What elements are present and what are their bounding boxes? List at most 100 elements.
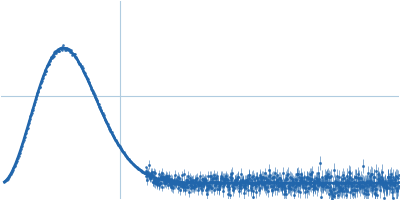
Point — [49, 56, 56, 59]
Point — [41, 72, 47, 76]
Point — [54, 48, 60, 51]
Point — [88, 88, 95, 91]
Point — [27, 114, 34, 118]
Point — [98, 109, 104, 112]
Point — [95, 102, 102, 105]
Point — [14, 157, 20, 160]
Point — [61, 46, 68, 49]
Point — [6, 175, 13, 178]
Point — [81, 71, 88, 74]
Point — [117, 146, 123, 149]
Point — [74, 57, 80, 60]
Point — [52, 50, 58, 53]
Point — [68, 48, 74, 52]
Point — [69, 53, 75, 56]
Point — [5, 176, 12, 179]
Point — [8, 172, 14, 175]
Point — [27, 118, 33, 121]
Point — [35, 90, 42, 93]
Point — [43, 69, 50, 72]
Point — [102, 117, 108, 120]
Point — [10, 168, 16, 172]
Point — [125, 157, 131, 160]
Point — [68, 50, 74, 53]
Point — [119, 149, 126, 153]
Point — [80, 69, 86, 72]
Point — [114, 141, 120, 145]
Point — [124, 156, 131, 159]
Point — [18, 146, 24, 149]
Point — [44, 65, 51, 68]
Point — [133, 166, 140, 169]
Point — [92, 97, 99, 100]
Point — [72, 53, 78, 56]
Point — [123, 154, 130, 158]
Point — [140, 170, 146, 173]
Point — [141, 171, 147, 174]
Point — [73, 55, 79, 58]
Point — [26, 119, 32, 123]
Point — [90, 92, 97, 95]
Point — [7, 174, 13, 177]
Point — [112, 138, 118, 142]
Point — [72, 55, 78, 59]
Point — [55, 47, 62, 50]
Point — [76, 62, 82, 65]
Point — [106, 128, 112, 131]
Point — [34, 92, 40, 95]
Point — [11, 166, 17, 169]
Point — [87, 86, 94, 89]
Point — [50, 54, 57, 58]
Point — [111, 136, 118, 139]
Point — [24, 128, 30, 131]
Point — [96, 105, 102, 108]
Point — [110, 133, 116, 136]
Point — [28, 113, 34, 117]
Point — [56, 49, 62, 52]
Point — [36, 87, 42, 90]
Point — [66, 49, 73, 52]
Point — [67, 51, 73, 54]
Point — [122, 154, 129, 157]
Point — [102, 118, 108, 122]
Point — [40, 77, 46, 80]
Point — [14, 159, 20, 162]
Point — [48, 56, 55, 59]
Point — [115, 143, 122, 147]
Point — [20, 141, 26, 144]
Point — [108, 131, 115, 134]
Point — [74, 59, 81, 62]
Point — [36, 85, 43, 89]
Point — [60, 44, 66, 47]
Point — [107, 128, 113, 131]
Point — [99, 112, 106, 115]
Point — [29, 109, 35, 112]
Point — [101, 116, 108, 119]
Point — [32, 100, 38, 103]
Point — [107, 129, 114, 132]
Point — [75, 60, 81, 64]
Point — [15, 154, 22, 158]
Point — [3, 179, 9, 182]
Point — [22, 135, 28, 138]
Point — [108, 130, 114, 133]
Point — [46, 59, 53, 62]
Point — [120, 151, 127, 154]
Point — [129, 162, 135, 165]
Point — [35, 90, 41, 93]
Point — [42, 69, 48, 72]
Point — [21, 137, 27, 140]
Point — [138, 170, 145, 173]
Point — [130, 163, 137, 166]
Point — [31, 103, 38, 106]
Point — [109, 132, 115, 135]
Point — [39, 78, 46, 81]
Point — [62, 49, 68, 52]
Point — [138, 169, 144, 172]
Point — [106, 126, 112, 129]
Point — [139, 170, 146, 173]
Point — [64, 46, 70, 49]
Point — [128, 161, 135, 164]
Point — [22, 133, 28, 136]
Point — [23, 131, 29, 135]
